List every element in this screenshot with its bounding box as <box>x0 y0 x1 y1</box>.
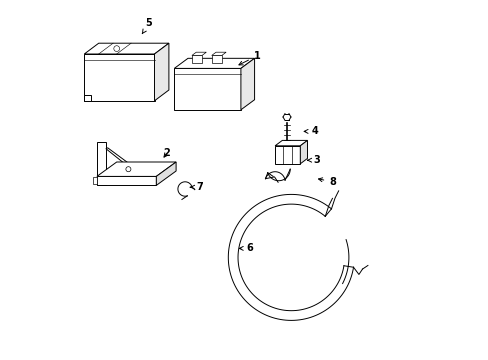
Polygon shape <box>300 140 307 164</box>
Polygon shape <box>84 43 168 54</box>
Text: 4: 4 <box>304 126 317 136</box>
Polygon shape <box>211 55 222 63</box>
Polygon shape <box>192 55 202 63</box>
Circle shape <box>114 46 120 51</box>
Polygon shape <box>174 58 254 68</box>
Polygon shape <box>275 140 307 146</box>
Text: 3: 3 <box>307 155 319 165</box>
Polygon shape <box>174 68 241 110</box>
Polygon shape <box>211 52 225 55</box>
Polygon shape <box>156 162 176 185</box>
Polygon shape <box>154 43 168 101</box>
Circle shape <box>125 167 131 172</box>
Polygon shape <box>106 148 154 183</box>
Polygon shape <box>275 146 300 164</box>
Text: 8: 8 <box>318 177 335 187</box>
Text: 1: 1 <box>239 51 260 65</box>
Polygon shape <box>92 177 97 184</box>
Polygon shape <box>192 52 206 55</box>
Polygon shape <box>84 54 154 101</box>
Polygon shape <box>84 95 91 101</box>
Polygon shape <box>97 142 106 185</box>
Polygon shape <box>241 58 254 110</box>
Polygon shape <box>97 162 176 176</box>
Text: 2: 2 <box>163 148 170 158</box>
Polygon shape <box>97 176 156 185</box>
Text: 6: 6 <box>239 243 253 253</box>
Text: 7: 7 <box>190 182 203 192</box>
Text: 5: 5 <box>142 18 152 33</box>
